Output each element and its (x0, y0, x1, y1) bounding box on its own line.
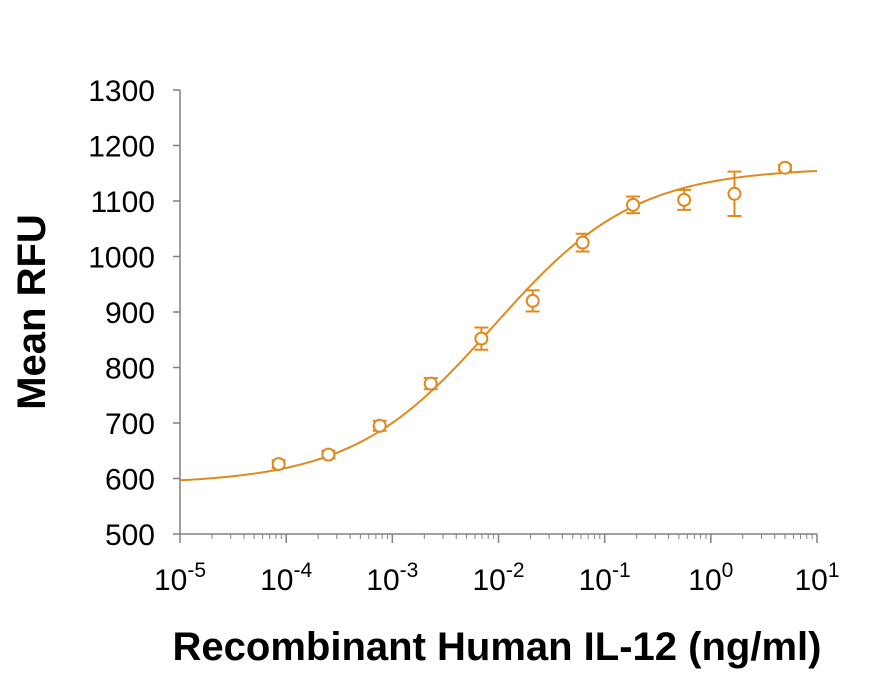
y-tick-label: 500 (105, 519, 155, 552)
point-marker (372, 418, 387, 433)
x-tick-label: 10-5 (154, 559, 206, 597)
point-marker (321, 447, 336, 462)
data-point (525, 289, 540, 313)
x-ticks: 10-5 10-4 10-3 10-2 10-1 100 101 (154, 534, 840, 597)
x-axis-title: Recombinant Human IL-12 (ng/ml) (173, 625, 822, 669)
y-tick-label: 800 (105, 353, 155, 386)
y-axis-title: Mean RFU (10, 214, 54, 410)
data-point (474, 326, 489, 351)
fit-curve (179, 169, 818, 482)
point-marker (525, 293, 540, 308)
point-marker (727, 186, 742, 201)
y-tick-label: 1100 (90, 186, 155, 219)
y-ticks: 500 600 700 800 900 1000 1100 1200 1300 (88, 75, 180, 552)
data-point (271, 457, 286, 472)
x-tick-label: 10-3 (366, 559, 418, 597)
data-point (423, 376, 438, 391)
data-point (321, 447, 336, 462)
x-tick-label: 10-1 (579, 559, 631, 597)
x-tick-label: 10-4 (260, 559, 312, 597)
data-point (626, 195, 641, 215)
data-point (778, 160, 793, 175)
data-point (677, 188, 692, 211)
point-marker (423, 376, 438, 391)
y-tick-label: 700 (105, 408, 155, 441)
point-marker (778, 160, 793, 175)
y-tick-label: 900 (105, 297, 155, 330)
data-points (271, 160, 793, 472)
point-marker (271, 457, 286, 472)
point-marker (626, 197, 641, 212)
x-tick-label: 100 (688, 559, 733, 597)
y-tick-label: 1200 (88, 131, 155, 164)
data-point (727, 170, 742, 217)
fit-curve-group (179, 169, 818, 482)
y-tick-label: 1000 (88, 242, 155, 275)
point-marker (677, 192, 692, 207)
x-tick-label: 101 (794, 559, 839, 597)
point-marker (474, 331, 489, 346)
y-tick-label: 600 (105, 464, 155, 497)
y-tick-label: 1300 (88, 75, 155, 108)
x-tick-label: 10-2 (472, 559, 524, 597)
data-point (575, 232, 590, 253)
data-point (372, 418, 387, 433)
point-marker (575, 235, 590, 250)
